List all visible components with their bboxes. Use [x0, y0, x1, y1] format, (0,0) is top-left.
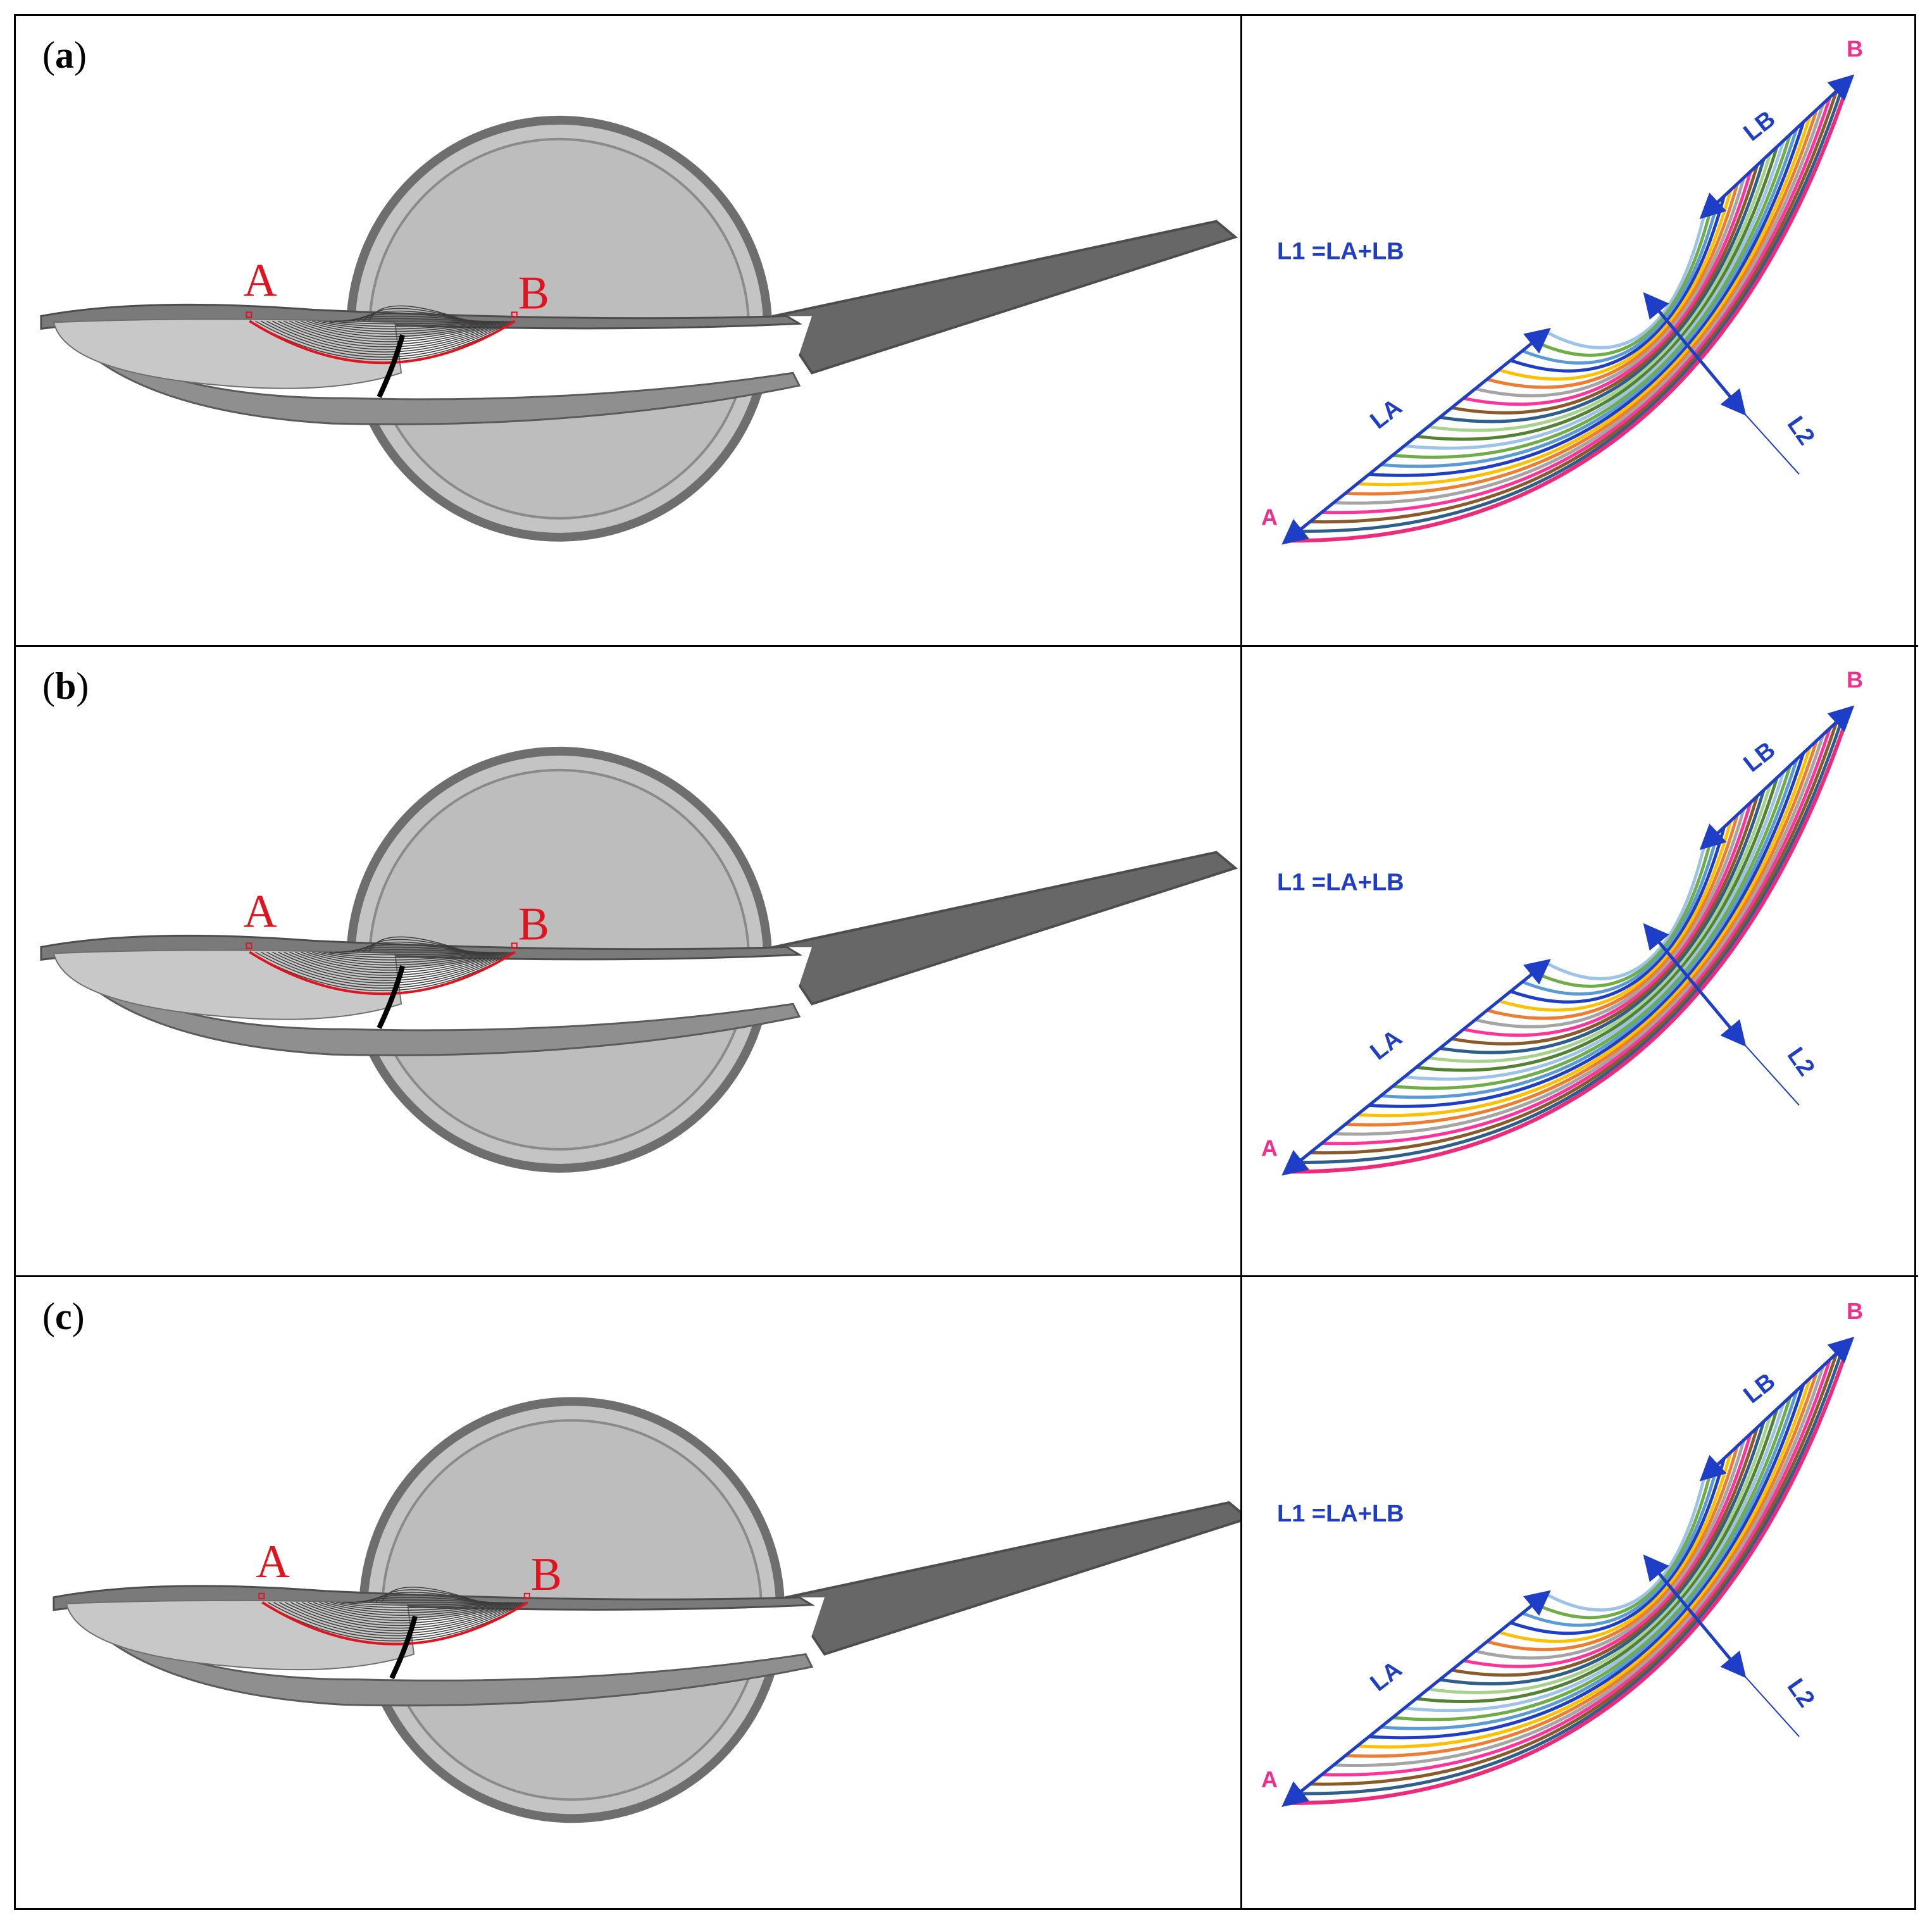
model-panel-c: (c) A B: [16, 1277, 1242, 1908]
dimension-lb: [1699, 705, 1855, 850]
crack-front-schematic: L1 =LA+LB LA LB L2 A B: [1261, 35, 1863, 545]
tape-front-lower: [65, 1597, 814, 1707]
tape-back: [771, 220, 1238, 375]
point-b-label: B: [518, 897, 549, 949]
flange-disc: [65, 1600, 415, 1671]
model-panel-a: (a) A B: [16, 16, 1242, 647]
tape-gap: [313, 316, 813, 399]
panel-label: (b): [42, 665, 89, 707]
equation-label: L1 =LA+LB: [1277, 1501, 1404, 1527]
crack-front-curve: [1521, 202, 1719, 365]
lb-label: LB: [1739, 1368, 1781, 1409]
crack-front-curve: [1510, 827, 1726, 1004]
point-b-label: B: [518, 266, 549, 318]
tape-gap: [313, 947, 813, 1030]
crack-front-hatch: [262, 1587, 528, 1642]
marker-b: [511, 942, 518, 949]
lb-label: LB: [1739, 737, 1781, 777]
dimension-l2: [1643, 923, 1747, 1047]
crack-front-curve: [1521, 1464, 1719, 1627]
crack-front-curve: [1545, 845, 1706, 980]
point-a-label: A: [243, 885, 277, 937]
crack-front-curve: [1533, 839, 1712, 988]
crack-path: [377, 965, 405, 1029]
crack-outline: [249, 320, 516, 365]
dimension-lb: [1699, 1337, 1855, 1482]
crack-outline: [261, 1601, 528, 1646]
end-b-label: B: [1847, 666, 1863, 692]
crack-front-curve: [1510, 1458, 1726, 1635]
dimension-la: [1281, 1590, 1551, 1808]
crack-front-diagram-c: L1 =LA+LB LA LB L2 A B: [1242, 1277, 1918, 1908]
crack-path: [389, 1616, 418, 1680]
l2-label: L2: [1782, 1042, 1820, 1080]
la-label: LA: [1366, 394, 1407, 434]
end-a-label: A: [1261, 1766, 1278, 1792]
crack-front-curve: [1533, 1470, 1712, 1620]
panel-label: (a): [42, 34, 87, 76]
panel-label: (c): [42, 1296, 85, 1338]
end-b-label: B: [1847, 1298, 1863, 1324]
tape-back: [771, 851, 1238, 1006]
tape-front-lower: [53, 315, 801, 425]
l2-leader: [1742, 1673, 1800, 1737]
l2-label: L2: [1782, 411, 1820, 449]
point-a-label: A: [243, 254, 277, 306]
crack-front-hatch: [249, 936, 516, 991]
la-label: LA: [1366, 1656, 1407, 1697]
marker-a: [246, 311, 252, 318]
crack-path: [377, 334, 405, 398]
marker-b: [511, 311, 518, 318]
figure-grid: (a) A B L1 =LA+LB LA LB L2 A B (b) A B L1 =LA+LB LA LB…: [14, 14, 1918, 1910]
end-a-label: A: [1261, 1135, 1278, 1161]
point-a-label: A: [256, 1535, 289, 1587]
equation-label: L1 =LA+LB: [1277, 238, 1404, 265]
crack-front-curve: [1533, 208, 1712, 357]
flange-disc: [53, 318, 402, 389]
tape-front-lower: [53, 946, 801, 1056]
tape-back: [784, 1501, 1240, 1656]
point-b-label: B: [531, 1548, 562, 1600]
crack-front-curve: [1521, 832, 1719, 996]
dimension-la: [1281, 958, 1551, 1176]
dimension-la: [1281, 328, 1551, 545]
end-b-label: B: [1847, 35, 1863, 61]
la-label: LA: [1366, 1025, 1407, 1065]
model-panel-b: (b) A B: [16, 646, 1242, 1278]
crack-front-curve: [1510, 196, 1726, 373]
marker-b: [523, 1593, 530, 1600]
l2-leader: [1742, 410, 1800, 475]
crack-front-diagram-a: L1 =LA+LB LA LB L2 A B: [1242, 16, 1918, 647]
crack-front-schematic: L1 =LA+LB LA LB L2 A B: [1261, 1298, 1863, 1808]
l2-leader: [1742, 1041, 1800, 1106]
tape-gap: [325, 1597, 825, 1681]
crack-front-curve: [1545, 214, 1706, 349]
equation-label: L1 =LA+LB: [1277, 869, 1404, 896]
marker-a: [246, 942, 252, 949]
crack-outline: [249, 951, 516, 995]
end-a-label: A: [1261, 504, 1278, 530]
lb-label: LB: [1739, 106, 1781, 146]
crack-front-curve: [1545, 1477, 1706, 1612]
crack-front-diagram-b: L1 =LA+LB LA LB L2 A B: [1242, 647, 1918, 1278]
dimension-l2: [1643, 292, 1747, 416]
crack-front-hatch: [249, 305, 516, 361]
flange-disc: [53, 949, 402, 1020]
dimension-l2: [1643, 1554, 1747, 1678]
crack-front-schematic: L1 =LA+LB LA LB L2 A B: [1261, 666, 1863, 1176]
l2-label: L2: [1782, 1674, 1820, 1712]
dimension-lb: [1699, 74, 1855, 220]
marker-a: [258, 1593, 265, 1600]
